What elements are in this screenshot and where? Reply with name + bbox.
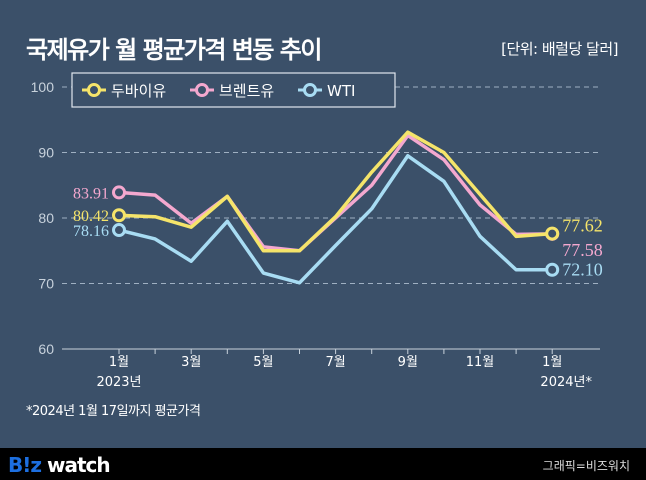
legend-label: WTI <box>327 82 355 100</box>
y-tick-label: 80 <box>38 210 54 226</box>
footnote: *2024년 1월 17일까지 평균가격 <box>26 404 201 419</box>
series-line-dubai <box>118 130 553 253</box>
logo-part: B!z <box>8 453 42 477</box>
x-tick-label: 1월 <box>542 355 562 370</box>
unit-label: [단위: 배럴당 달러] <box>501 40 618 58</box>
series-endpoint-dubai <box>545 226 560 241</box>
end-value-label: 72.10 <box>562 260 603 280</box>
x-tick-label: 11월 <box>466 355 495 370</box>
x-tick-label: 7월 <box>325 355 345 370</box>
x-tick-label: 9월 <box>398 355 418 370</box>
start-value-label: 78.16 <box>73 223 109 240</box>
x-tick-label: 1월 <box>109 355 129 370</box>
graphic-credit: 그래픽=비즈워치 <box>542 459 630 473</box>
series-endpoint-brent <box>112 185 126 200</box>
series-endpoint-wti <box>112 223 126 238</box>
legend-marker-brent <box>195 83 209 97</box>
series-line-wti <box>118 154 553 285</box>
x-tick-sublabel: 2024년* <box>540 375 592 390</box>
start-value-label: 80.42 <box>73 208 109 225</box>
y-tick-label: 100 <box>31 79 55 95</box>
y-tick-label: 70 <box>38 276 54 292</box>
x-tick-label: 3월 <box>181 355 201 370</box>
start-value-label: 83.91 <box>73 185 109 202</box>
bizwatch-logo: B!z watch <box>8 453 111 477</box>
y-tick-label: 90 <box>38 145 54 161</box>
end-value-label: 77.62 <box>562 216 603 236</box>
logo-part: watch <box>41 453 111 477</box>
y-tick-label: 60 <box>38 341 54 357</box>
series-endpoint-dubai <box>112 208 126 223</box>
end-value-label: 77.58 <box>562 240 603 260</box>
chart-title: 국제유가 월 평균가격 변동 추이 <box>26 36 322 64</box>
x-tick-label: 5월 <box>253 355 273 370</box>
footer: B!z watch 그래픽=비즈워치 <box>0 448 646 480</box>
legend-marker-wti <box>303 83 317 97</box>
legend-marker-dubai <box>87 83 101 97</box>
legend-box <box>71 72 396 108</box>
x-tick-sublabel: 2023년 <box>96 375 141 390</box>
series-endpoint-wti <box>545 262 560 277</box>
legend-label: 두바이유 <box>111 82 166 100</box>
legend-label: 브렌트유 <box>219 82 274 100</box>
